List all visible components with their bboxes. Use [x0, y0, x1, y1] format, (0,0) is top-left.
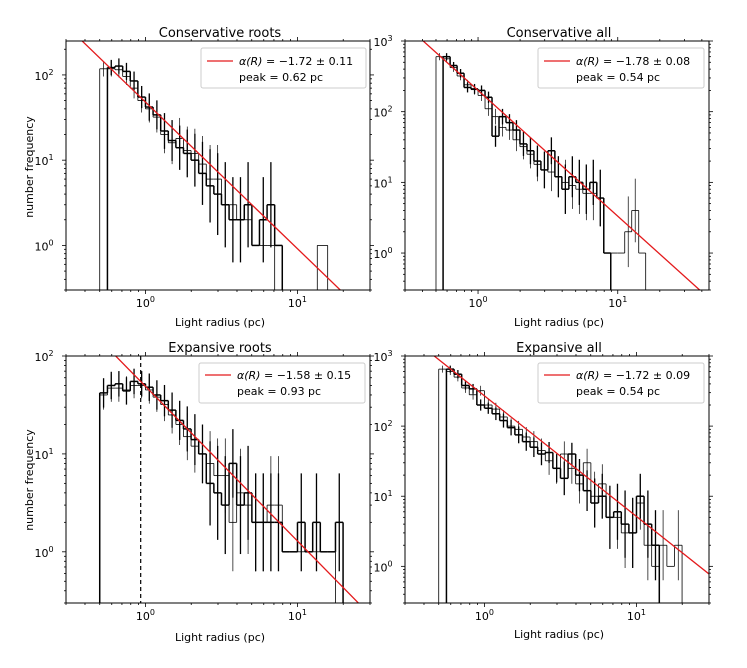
x-tick-label: 100 — [468, 295, 487, 310]
legend-peak-label: peak = 0.54 pc — [576, 385, 660, 398]
legend-alpha-label: α(R) = −1.72 ± 0.09 — [576, 369, 690, 382]
ticks — [62, 37, 374, 294]
x-axis-label: Light radius (pc) — [175, 631, 265, 644]
panel-expansive-roots: Expansive roots Light radius (pc) number… — [23, 341, 374, 644]
legend-frame — [198, 362, 366, 404]
fit-line — [433, 356, 709, 575]
legend: α(R) = −1.72 ± 0.11 peak = 0.62 pc — [200, 47, 367, 89]
x-tick-label: 100 — [136, 295, 155, 310]
y-tick-label: 102 — [34, 349, 53, 364]
y-tick-label: 100 — [34, 545, 53, 560]
x-tick-label: 101 — [288, 608, 307, 623]
series-thick — [106, 58, 284, 290]
legend: α(R) = −1.72 ± 0.09 peak = 0.54 pc — [537, 362, 705, 404]
y-tick-label: 102 — [373, 105, 392, 120]
chart-title: Expansive roots — [168, 341, 272, 356]
plot-frame — [404, 40, 710, 291]
chart-title: Expansive all — [516, 341, 602, 356]
y-axis-label: number frequency — [23, 429, 36, 531]
legend: α(R) = −1.58 ± 0.15 peak = 0.93 pc — [198, 362, 366, 404]
y-tick-label: 101 — [34, 447, 53, 462]
ticks — [62, 352, 374, 607]
plot-area — [98, 356, 360, 603]
x-tick-label: 101 — [288, 295, 307, 310]
y-tick-label: 102 — [34, 68, 53, 83]
panel-conservative-roots: Conservative roots Light radius (pc) num… — [23, 26, 374, 329]
legend-alpha-label: α(R) = −1.58 ± 0.15 — [237, 369, 351, 382]
chart-title: Conservative roots — [159, 26, 282, 41]
x-axis-label: Light radius (pc) — [514, 628, 604, 641]
legend-alpha-label: α(R) = −1.78 ± 0.08 — [576, 55, 690, 68]
plot-area — [433, 356, 709, 603]
x-axis-label: Light radius (pc) — [175, 316, 265, 329]
y-tick-label: 100 — [373, 246, 392, 261]
y-tick-label: 103 — [373, 349, 392, 364]
legend-alpha-label: α(R) = −1.72 ± 0.11 — [239, 55, 353, 68]
series-thick — [445, 365, 661, 603]
legend: α(R) = −1.78 ± 0.08 peak = 0.54 pc — [537, 47, 705, 89]
chart-title: Conservative all — [507, 26, 612, 41]
legend-peak-label: peak = 0.54 pc — [576, 71, 660, 84]
fit-line — [114, 356, 360, 603]
plot-area — [81, 41, 342, 290]
y-axis-label: number frequency — [23, 116, 36, 218]
y-tick-label: 100 — [373, 559, 392, 574]
y-tick-label: 102 — [373, 419, 392, 434]
legend-peak-label: peak = 0.62 pc — [239, 71, 323, 84]
fit-line — [422, 41, 701, 290]
y-tick-label: 103 — [373, 34, 392, 49]
y-tick-label: 101 — [373, 175, 392, 190]
legend-frame — [537, 362, 705, 404]
fit-line — [81, 41, 342, 290]
plot-area — [422, 41, 701, 290]
x-axis-label: Light radius (pc) — [514, 316, 604, 329]
x-tick-label: 101 — [608, 295, 627, 310]
legend-frame — [537, 47, 705, 89]
panel-expansive-all: Expansive all Light radius (pc) 100 101 10… — [373, 341, 713, 641]
legend-peak-label: peak = 0.93 pc — [237, 385, 321, 398]
ticks — [401, 37, 713, 294]
y-tick-label: 101 — [373, 489, 392, 504]
panel-conservative-all: Conservative all Light radius (pc) 100 10… — [373, 26, 713, 329]
legend-frame — [200, 47, 367, 89]
x-tick-label: 101 — [627, 608, 646, 623]
x-tick-label: 100 — [475, 608, 494, 623]
ticks — [401, 352, 713, 607]
x-tick-label: 100 — [136, 608, 155, 623]
y-tick-label: 100 — [34, 238, 53, 253]
y-tick-label: 101 — [34, 153, 53, 168]
